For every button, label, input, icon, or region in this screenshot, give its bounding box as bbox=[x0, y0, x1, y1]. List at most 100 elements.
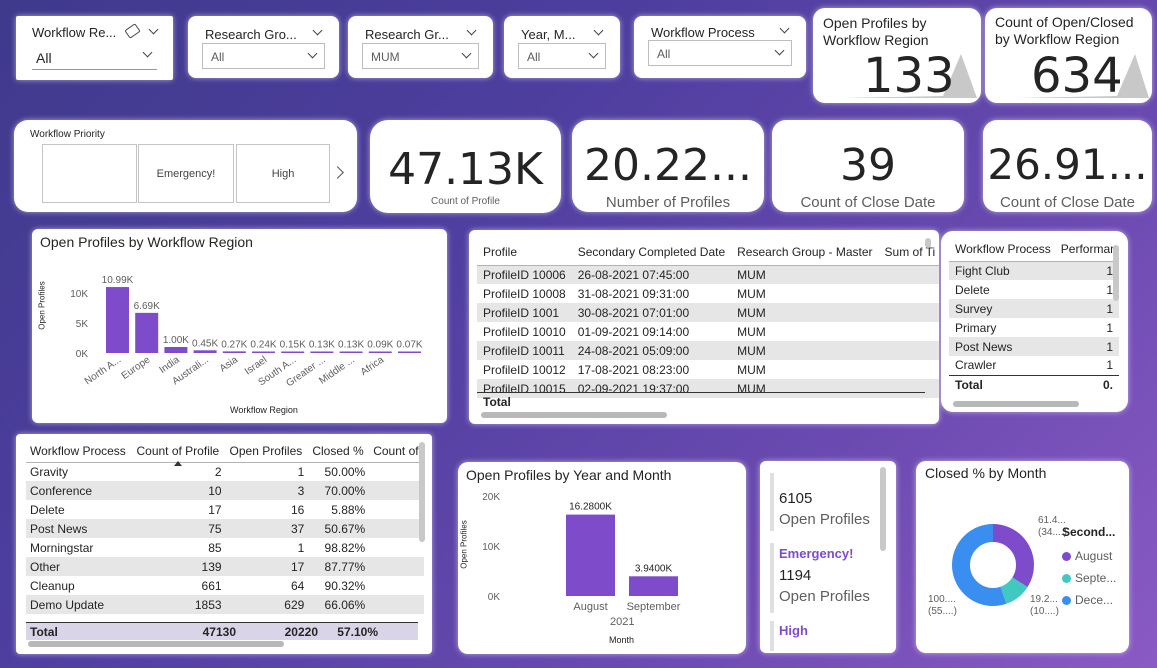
bar bbox=[398, 351, 421, 353]
table-row[interactable]: Cleanup 661 64 90.32% bbox=[26, 576, 424, 595]
table-row[interactable]: Crawler 1 bbox=[949, 356, 1119, 375]
chevron-right-icon[interactable] bbox=[331, 166, 344, 179]
table-cell: 1 bbox=[1106, 282, 1113, 297]
slicer-dropdown[interactable]: All bbox=[648, 40, 792, 66]
chevron-down-icon[interactable] bbox=[148, 24, 159, 35]
slicer-workflow-region[interactable]: Workflow Re... All bbox=[16, 16, 173, 80]
table-cell: MUM bbox=[737, 305, 766, 320]
slicer-year-month[interactable]: Year, M... All bbox=[504, 16, 620, 78]
x-tick-label: September bbox=[627, 601, 681, 613]
legend-marker bbox=[1062, 595, 1071, 605]
column-header[interactable]: Workflow Process bbox=[30, 443, 126, 458]
table-row[interactable]: Survey 1 bbox=[949, 299, 1119, 318]
vertical-scrollbar[interactable] bbox=[925, 238, 931, 248]
data-label: 0.13K bbox=[338, 340, 364, 351]
legend-label: August bbox=[1075, 549, 1113, 563]
data-label: 0.27K bbox=[221, 339, 247, 350]
table-row[interactable]: Delete 17 16 5.88% bbox=[26, 500, 424, 519]
table-cell: 98.82% bbox=[324, 540, 366, 555]
table-row[interactable]: Post News 75 37 50.67% bbox=[26, 519, 424, 538]
profile-detail-table[interactable]: Profile Secondary Completed Date Researc… bbox=[469, 230, 939, 424]
table-row[interactable]: Morningstar 85 1 98.82% bbox=[26, 538, 424, 557]
table-row[interactable]: Gravity 2 1 50.00% bbox=[26, 462, 424, 481]
legend-item[interactable]: August bbox=[1062, 545, 1116, 567]
column-header[interactable]: Closed % bbox=[312, 443, 364, 458]
vertical-scrollbar[interactable] bbox=[1113, 245, 1119, 301]
multi-row-card[interactable]: 6105 Open Profiles Emergency! 1194 Open … bbox=[760, 461, 896, 653]
table-row[interactable]: Post News 1 bbox=[949, 337, 1119, 356]
data-label: 10.99K bbox=[102, 275, 134, 286]
table-row[interactable]: ProfileID 10008 31-08-2021 09:31:00 MUM bbox=[477, 284, 939, 303]
slicer-dropdown[interactable]: All bbox=[518, 43, 606, 69]
table-row[interactable]: Conference 10 3 70.00% bbox=[26, 481, 424, 500]
priority-tile[interactable] bbox=[42, 144, 137, 203]
chevron-down-icon[interactable] bbox=[466, 25, 477, 36]
table-cell: 26-08-2021 07:45:00 bbox=[577, 267, 690, 282]
column-header[interactable]: Research Group - Master bbox=[737, 244, 873, 259]
table-cell: 17-08-2021 08:23:00 bbox=[577, 362, 690, 377]
table-row[interactable]: Delete 1 bbox=[949, 280, 1119, 299]
priority-tile-emergency[interactable]: Emergency! bbox=[138, 144, 234, 203]
table-row[interactable]: ProfileID 10006 26-08-2021 07:45:00 MUM bbox=[477, 265, 939, 284]
table-cell: 1853 bbox=[194, 597, 222, 612]
bar-chart-year-month[interactable]: Open Profiles by Year and Month 20K 10K 0K… bbox=[458, 462, 746, 654]
slicer-dropdown[interactable]: All bbox=[202, 43, 325, 69]
horizontal-scrollbar[interactable] bbox=[28, 641, 284, 647]
column-header[interactable]: Secondary Completed Date bbox=[577, 244, 726, 259]
slicer-research-group-master[interactable]: Research Gr... MUM bbox=[348, 16, 493, 78]
chart-plot: 20K 10K 0K 16.2800K August 3.9400K September bbox=[482, 492, 681, 613]
table-row[interactable]: ProfileID 10012 17-08-2021 08:23:00 MUM bbox=[477, 360, 939, 379]
horizontal-scrollbar[interactable] bbox=[481, 412, 667, 418]
horizontal-scrollbar[interactable] bbox=[953, 401, 1079, 407]
kpi-value: 39 bbox=[840, 140, 896, 191]
kpi-open-by-region: Open Profiles by Workflow Region 133 bbox=[813, 8, 981, 103]
vertical-scrollbar[interactable] bbox=[880, 467, 886, 551]
card-label: Open Profiles bbox=[779, 511, 870, 528]
kpi-label: Number of Profiles bbox=[605, 194, 731, 211]
table-cell bbox=[879, 360, 939, 379]
legend-item[interactable]: Septe... bbox=[1062, 567, 1116, 589]
column-header[interactable]: Performan bbox=[1060, 241, 1117, 256]
process-performance-table[interactable]: Workflow Process Performan Fight Club 1 De… bbox=[941, 231, 1128, 412]
column-header[interactable]: Count of bbox=[373, 443, 419, 458]
column-header[interactable]: Workflow Process bbox=[955, 241, 1051, 256]
chevron-down-icon[interactable] bbox=[312, 25, 323, 36]
chevron-down-icon[interactable] bbox=[593, 25, 604, 36]
table-cell bbox=[369, 481, 424, 500]
slicer-research-group[interactable]: Research Gro... All bbox=[188, 16, 339, 78]
legend-item[interactable]: Dece... bbox=[1062, 589, 1116, 611]
vertical-scrollbar[interactable] bbox=[419, 442, 425, 542]
table-row[interactable]: Fight Club 1 bbox=[949, 261, 1119, 280]
chevron-down-icon bbox=[142, 47, 153, 58]
sort-ascending-icon[interactable] bbox=[174, 461, 182, 466]
workflow-priority-slicer[interactable]: Workflow Priority Emergency! High bbox=[14, 120, 357, 212]
table-row[interactable]: Other 139 17 87.77% bbox=[26, 557, 424, 576]
table-cell: 1 bbox=[1106, 301, 1113, 316]
table-cell: 90.32% bbox=[324, 578, 366, 593]
slicer-workflow-process[interactable]: Workflow Process All bbox=[634, 16, 806, 78]
table-row[interactable]: ProfileID 10010 01-09-2021 09:14:00 MUM bbox=[477, 322, 939, 341]
slicer-dropdown[interactable]: MUM bbox=[362, 43, 479, 69]
card-label: Open Profiles bbox=[779, 588, 870, 605]
chevron-down-icon[interactable] bbox=[779, 23, 790, 34]
column-header[interactable]: Profile bbox=[483, 244, 518, 259]
kpi-value: 634 bbox=[1031, 48, 1123, 103]
priority-tile-high[interactable]: High bbox=[236, 144, 330, 203]
column-header[interactable]: Sum of Ti bbox=[884, 244, 936, 259]
chart-plot: 61.4...(34....) 19.2...(10....) 100....(55… bbox=[928, 515, 1067, 617]
slicer-dropdown[interactable]: All bbox=[32, 44, 157, 70]
donut-chart-closed-by-month[interactable]: Closed % by Month 61.4... (34....) 19.2...… bbox=[916, 461, 1129, 653]
bar-chart-workflow-region[interactable]: Open Profiles by Workflow Region 10K 5K 0K… bbox=[32, 229, 447, 423]
table-cell: MUM bbox=[737, 343, 766, 358]
table-row[interactable]: ProfileID 1001 30-08-2021 07:01:00 MUM bbox=[477, 303, 939, 322]
workflow-process-table[interactable]: Workflow Process Count of Profile Open P… bbox=[16, 434, 432, 654]
data-label: 0.07K bbox=[396, 340, 422, 351]
table-cell bbox=[369, 538, 424, 557]
table-row[interactable]: ProfileID 10011 24-08-2021 05:09:00 MUM bbox=[477, 341, 939, 360]
table-cell bbox=[879, 284, 939, 303]
table-row[interactable]: Primary 1 bbox=[949, 318, 1119, 337]
eraser-icon[interactable] bbox=[124, 23, 141, 39]
column-header[interactable]: Count of Profile bbox=[136, 443, 220, 458]
table-row[interactable]: Demo Update 1853 629 66.06% bbox=[26, 595, 424, 614]
column-header[interactable]: Open Profiles bbox=[229, 443, 303, 458]
